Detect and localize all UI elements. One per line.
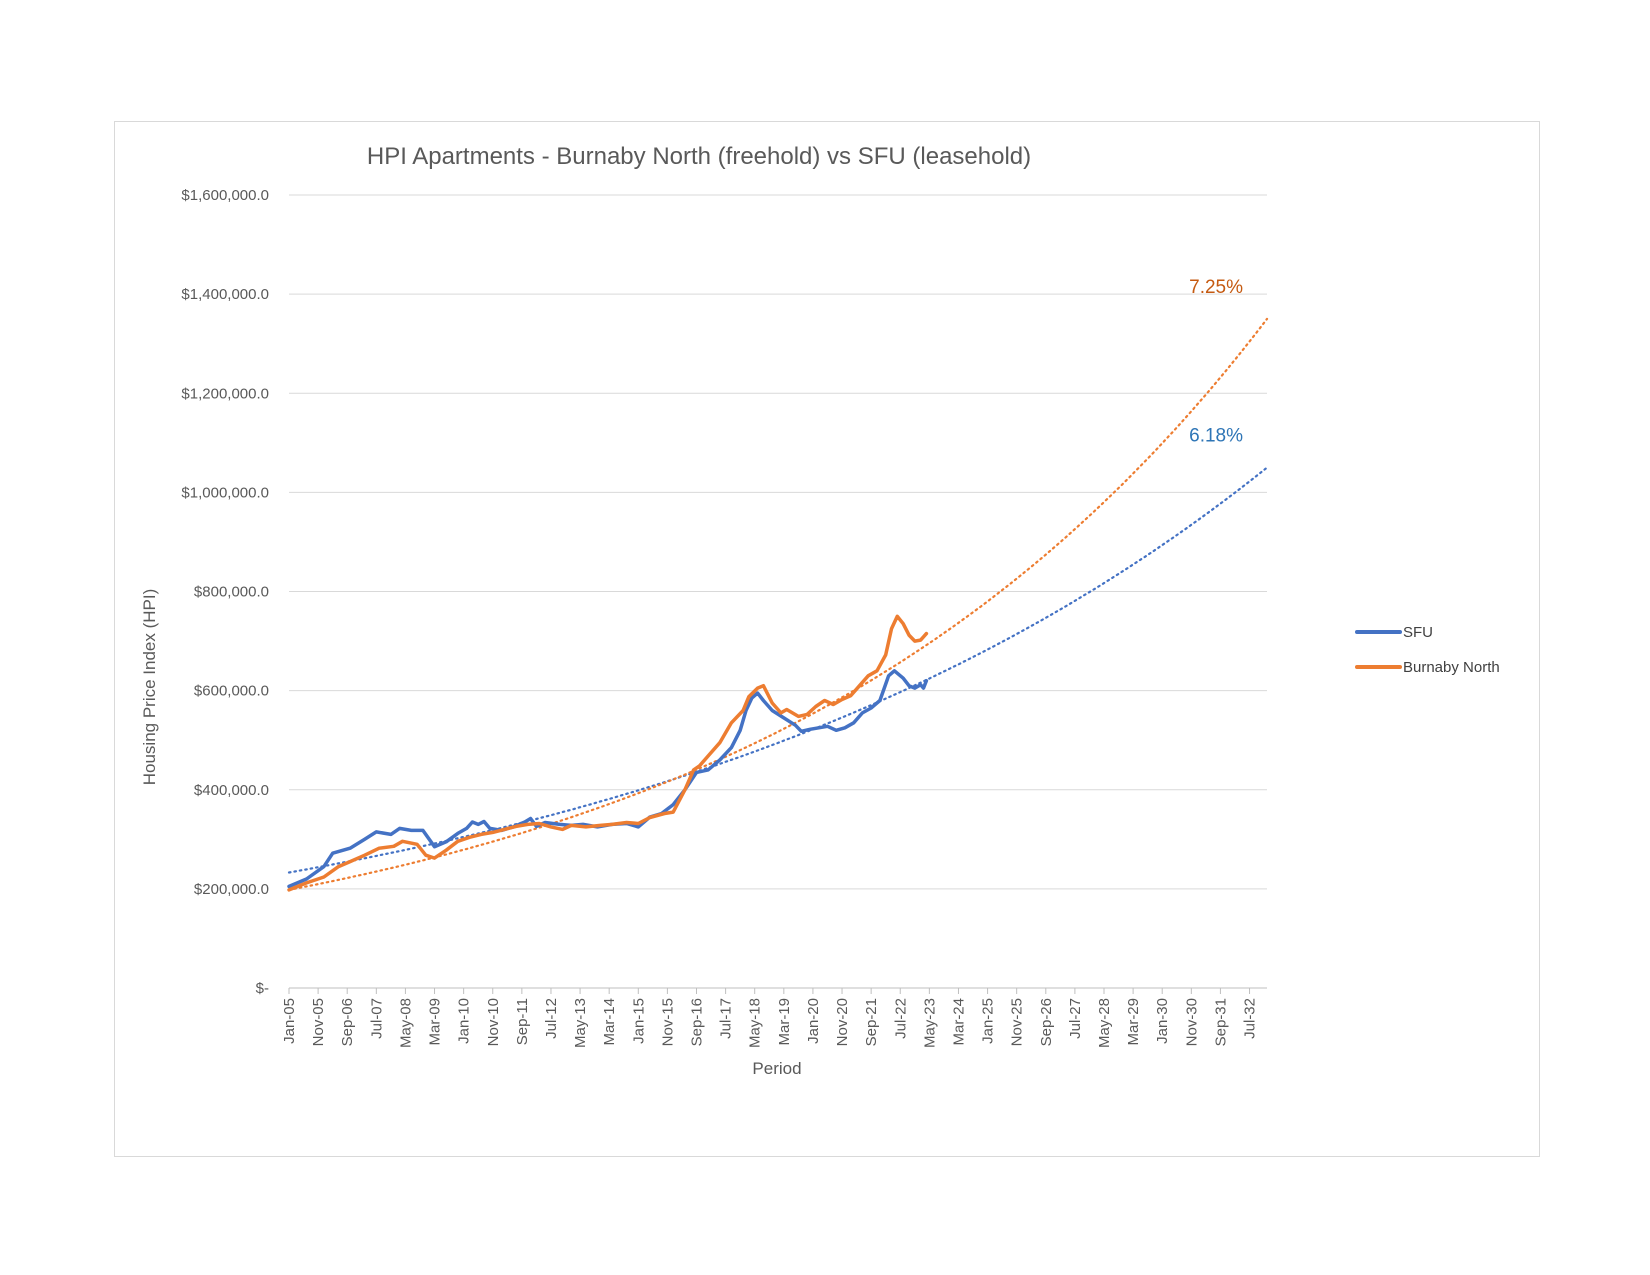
x-tick-label: May-13 — [572, 998, 589, 1048]
x-tick-label: Jul-12 — [543, 998, 560, 1039]
x-tick-label: Sep-31 — [1212, 998, 1229, 1046]
y-axis-title: Housing Price Index (HPI) — [140, 589, 159, 786]
x-tick-label: Jul-32 — [1242, 998, 1259, 1039]
x-tick-label: Jul-17 — [718, 998, 735, 1039]
x-tick-label: Jan-05 — [281, 998, 298, 1044]
legend: SFU Burnaby North — [1355, 624, 1500, 676]
x-tick-label: Nov-10 — [485, 998, 502, 1046]
trend-annotations: 6.18% 7.25% — [1189, 277, 1243, 447]
x-tick-label: Nov-25 — [1009, 998, 1026, 1046]
x-tick-label: Mar-29 — [1125, 998, 1142, 1046]
x-axis: Jan-05 Nov-05 Sep-06 Jul-07 May-08 Mar-09 Jan-… — [281, 987, 1267, 1048]
series-lines — [287, 614, 929, 892]
line-chart: HPI Apartments - Burnaby North (freehold… — [140, 143, 1500, 1078]
x-tick-label: Jul-07 — [368, 998, 385, 1039]
x-tick-label: Jul-22 — [892, 998, 909, 1039]
x-axis-title: Period — [752, 1059, 801, 1078]
x-tick-label: Mar-19 — [776, 998, 793, 1046]
x-tick-label: May-23 — [921, 998, 938, 1048]
gridlines — [289, 194, 1267, 890]
trendline-burnaby-north — [287, 317, 1269, 891]
x-tick-label: Nov-15 — [659, 998, 676, 1046]
y-tick-label: $200,000.0 — [194, 881, 269, 898]
y-axis-ticks: $- $200,000.0 $400,000.0 $600,000.0 $800,000… — [181, 187, 269, 997]
trend-label: 6.18% — [1189, 426, 1243, 447]
x-tick-label: Jan-10 — [456, 998, 473, 1044]
x-tick-label: Jul-27 — [1067, 998, 1084, 1039]
x-tick-label: Sep-21 — [863, 998, 880, 1046]
y-tick-label: $800,000.0 — [194, 584, 269, 601]
x-tick-label: Nov-20 — [834, 998, 851, 1046]
trendline-sfu — [287, 466, 1269, 874]
x-tick-label: Nov-05 — [310, 998, 327, 1046]
y-tick-label: $1,200,000.0 — [181, 385, 269, 402]
y-tick-label: $1,000,000.0 — [181, 484, 269, 501]
legend-label: Burnaby North — [1403, 659, 1500, 676]
x-tick-label: Jan-25 — [980, 998, 997, 1044]
y-tick-label: $1,400,000.0 — [181, 286, 269, 303]
x-tick-label: Sep-06 — [339, 998, 356, 1046]
y-tick-label: $400,000.0 — [194, 782, 269, 799]
chart-title: HPI Apartments - Burnaby North (freehold… — [367, 143, 1031, 170]
x-tick-label: Mar-24 — [950, 998, 967, 1046]
chart-area: HPI Apartments - Burnaby North (freehold… — [114, 121, 1540, 1157]
series-line-burnaby-north — [287, 614, 929, 892]
trendlines — [287, 317, 1269, 891]
x-tick-label: Sep-16 — [689, 998, 706, 1046]
x-tick-label: Sep-11 — [514, 998, 531, 1045]
trend-label: 7.25% — [1189, 277, 1243, 298]
x-tick-label: Mar-09 — [427, 998, 444, 1046]
x-tick-label: Jan-20 — [805, 998, 822, 1044]
legend-label: SFU — [1403, 624, 1433, 641]
x-tick-label: May-18 — [747, 998, 764, 1048]
y-tick-label: $600,000.0 — [194, 683, 269, 700]
x-tick-label: May-28 — [1096, 998, 1113, 1048]
y-tick-label: $1,600,000.0 — [181, 187, 269, 204]
y-tick-label: $- — [256, 980, 269, 997]
x-tick-label: Sep-26 — [1038, 998, 1055, 1046]
x-tick-label: May-08 — [397, 998, 414, 1048]
x-tick-label: Jan-15 — [630, 998, 647, 1044]
x-tick-label: Mar-14 — [601, 998, 618, 1046]
x-tick-label: Nov-30 — [1183, 998, 1200, 1046]
x-tick-label: Jan-30 — [1154, 998, 1171, 1044]
